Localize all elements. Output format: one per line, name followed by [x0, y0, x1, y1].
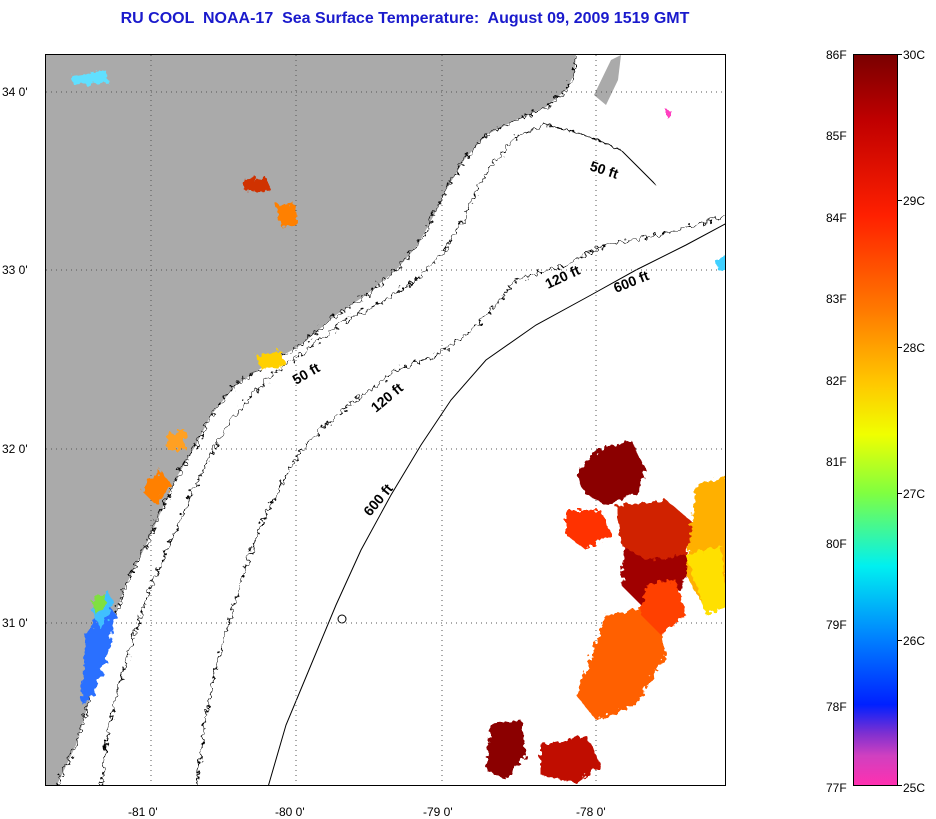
x-tick-79: -79 0' — [423, 805, 453, 819]
x-tick-78: -78 0' — [576, 805, 606, 819]
cb-tick-28c — [898, 347, 902, 348]
y-tick-34: 34 0' — [2, 85, 28, 99]
sst-patch-warm-east — [486, 440, 725, 783]
cb-c-25: 25C — [903, 781, 926, 795]
cb-f-77: 77F — [826, 781, 847, 795]
contour-600ft — [268, 223, 725, 785]
land-fragment — [594, 55, 621, 105]
contour-label-600ft-north: 600 ft — [611, 267, 651, 296]
y-tick-33: 33 0' — [2, 263, 28, 277]
map-area[interactable]: 50 ft 120 ft 600 ft 50 ft 120 ft 600 ft — [45, 54, 726, 786]
cb-tick-29c — [898, 200, 902, 201]
cb-f-79: 79F — [826, 618, 847, 632]
cb-tick-30c — [898, 54, 902, 55]
cb-f-80: 80F — [826, 537, 847, 551]
cb-tick-25c — [898, 785, 902, 786]
contour-label-50ft-south: 50 ft — [290, 359, 323, 387]
x-tick-81: -81 0' — [128, 805, 158, 819]
cb-f-82: 82F — [826, 374, 847, 388]
cb-f-85: 85F — [826, 129, 847, 143]
contour-label-120ft-south: 120 ft — [368, 379, 407, 415]
sst-patch-nearshore — [71, 70, 725, 705]
contour-120ft — [195, 215, 725, 785]
map-canvas: 50 ft 120 ft 600 ft 50 ft 120 ft 600 ft — [46, 55, 725, 785]
contour-label-50ft-north: 50 ft — [588, 158, 621, 182]
cb-f-86: 86F — [826, 48, 847, 62]
coastline — [56, 55, 577, 785]
cb-tick-26c — [898, 640, 902, 641]
land-mass — [46, 55, 576, 785]
cb-c-29: 29C — [903, 194, 926, 208]
contour-50ft — [100, 124, 657, 785]
cb-f-84: 84F — [826, 211, 847, 225]
temperature-colorbar — [853, 54, 898, 786]
cb-c-26: 26C — [903, 634, 926, 648]
y-tick-32: 32 0' — [2, 442, 28, 456]
map-title: RU COOL NOAA-17 Sea Surface Temperature:… — [120, 10, 690, 27]
y-tick-31: 31 0' — [2, 616, 28, 630]
cb-c-27: 27C — [903, 487, 926, 501]
cb-tick-27c — [898, 493, 902, 494]
cb-f-83: 83F — [826, 292, 847, 306]
cb-c-28: 28C — [903, 341, 926, 355]
cb-c-30: 30C — [903, 48, 926, 62]
cb-f-78: 78F — [826, 700, 847, 714]
contour-600ft-ring — [337, 614, 347, 624]
contour-label-600ft-south: 600 ft — [360, 480, 396, 519]
x-tick-80: -80 0' — [275, 805, 305, 819]
cb-f-81: 81F — [826, 455, 847, 469]
